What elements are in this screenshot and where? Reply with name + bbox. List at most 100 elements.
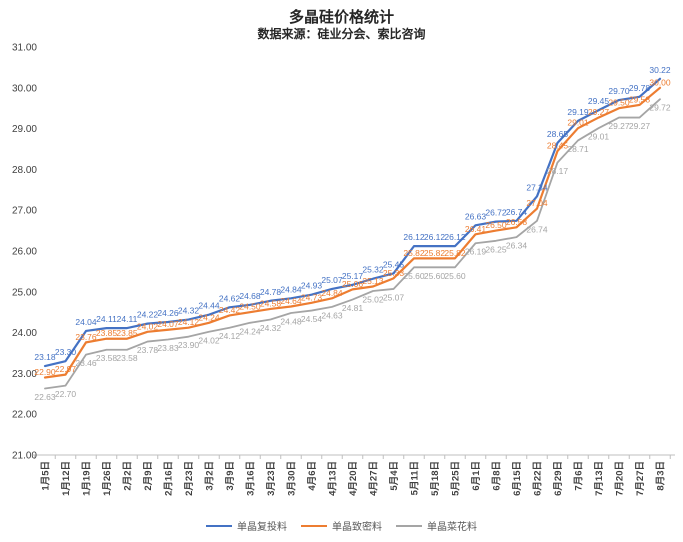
x-axis-tick-label: 1月5日 <box>41 461 52 491</box>
data-label: 29.27 <box>588 107 610 117</box>
y-axis-tick-label: 22.00 <box>12 410 37 421</box>
data-label: 27.34 <box>526 182 548 192</box>
data-label: 24.63 <box>321 310 343 320</box>
data-label: 29.27 <box>608 121 630 131</box>
data-label: 25.06 <box>342 279 364 289</box>
x-axis-tick-label: 5月4日 <box>389 461 400 491</box>
chart-subtitle: 数据来源：硅业分会、索比咨询 <box>257 27 426 41</box>
price-line-plot: 21.00 22.00 23.00 24.00 25.00 26.00 27.00 28.00… <box>12 43 675 496</box>
x-axis-tick-label: 2月2日 <box>123 461 134 491</box>
x-axis-tick-label: 5月11日 <box>410 461 421 495</box>
data-label: 26.25 <box>485 244 507 254</box>
x-axis-tick-label: 2月23日 <box>184 461 195 496</box>
data-label: 24.84 <box>321 288 343 298</box>
data-label: 24.48 <box>280 317 302 327</box>
data-label: 29.72 <box>649 103 671 113</box>
chart-title: 多晶硅价格统计 <box>288 9 394 26</box>
data-label: 25.32 <box>362 265 384 275</box>
data-label: 24.07 <box>157 319 179 329</box>
data-label: 23.85 <box>96 328 118 338</box>
data-label: 24.24 <box>239 326 261 336</box>
data-label: 26.12 <box>403 232 425 242</box>
data-label: 25.02 <box>362 294 384 304</box>
data-label: 23.90 <box>178 340 200 350</box>
y-axis-tick-label: 29.00 <box>12 124 37 135</box>
data-label: 24.64 <box>280 296 302 306</box>
series-line-2 <box>44 98 661 390</box>
data-label: 24.73 <box>301 292 323 302</box>
data-label: 26.63 <box>465 211 487 221</box>
data-label: 25.60 <box>444 271 466 281</box>
data-label: 23.83 <box>157 343 179 353</box>
data-label: 24.78 <box>260 287 282 297</box>
x-axis-tick-label: 8月3日 <box>656 461 667 491</box>
data-label: 29.50 <box>608 98 630 108</box>
data-label: 24.04 <box>75 317 97 327</box>
data-label: 23.18 <box>34 352 56 362</box>
y-axis-tick-label: 30.00 <box>12 83 37 94</box>
data-label: 24.44 <box>198 301 220 311</box>
data-label: 26.74 <box>526 224 548 234</box>
data-label: 23.46 <box>75 358 97 368</box>
data-label: 23.58 <box>96 353 118 363</box>
x-axis-tick-label: 5月25日 <box>451 461 462 496</box>
x-axis-tick-label: 3月23日 <box>266 461 277 496</box>
x-axis-tick-label: 7月27日 <box>635 461 646 496</box>
y-axis-tick-label: 27.00 <box>12 206 37 217</box>
data-label: 23.76 <box>75 332 97 342</box>
x-axis-tick-label: 2月16日 <box>164 461 175 496</box>
y-axis-tick-label: 21.00 <box>12 451 37 462</box>
y-axis-tick-label: 23.00 <box>12 369 37 380</box>
data-label: 24.54 <box>301 314 323 324</box>
data-label: 28.17 <box>547 166 569 176</box>
legend-swatch-icon <box>396 524 422 527</box>
data-label: 24.11 <box>96 314 117 324</box>
data-label: 24.26 <box>157 308 179 318</box>
legend-swatch-icon <box>301 524 327 527</box>
data-label: 25.07 <box>321 275 343 285</box>
data-label: 26.12 <box>444 232 466 242</box>
x-axis-tick-label: 7月13日 <box>594 461 605 496</box>
x-axis-tick-label: 5月18日 <box>430 461 441 496</box>
data-label: 26.50 <box>485 220 507 230</box>
legend-item-0: 单晶复投料 <box>206 518 287 533</box>
data-label: 25.07 <box>383 292 405 302</box>
data-label: 24.24 <box>198 312 220 322</box>
data-label: 22.90 <box>34 367 56 377</box>
data-label: 26.72 <box>485 208 507 218</box>
y-axis-tick-label: 25.00 <box>12 287 37 298</box>
data-label: 24.12 <box>219 331 241 341</box>
data-label: 26.34 <box>506 241 528 251</box>
y-axis-tick-label: 24.00 <box>12 328 37 339</box>
data-label: 24.42 <box>219 305 241 315</box>
data-label: 25.45 <box>383 259 405 269</box>
data-label: 24.22 <box>137 310 159 320</box>
x-axis-tick-label: 6月15日 <box>512 461 523 496</box>
chart-legend: 单晶复投料 单晶致密料 单晶菜花料 <box>0 518 683 533</box>
data-label: 28.65 <box>547 129 569 139</box>
data-label: 24.93 <box>301 281 323 291</box>
legend-label: 单晶菜花料 <box>427 522 477 533</box>
legend-label: 单晶复投料 <box>237 522 287 533</box>
data-label: 29.27 <box>629 121 651 131</box>
data-label: 23.78 <box>137 345 159 355</box>
legend-item-2: 单晶菜花料 <box>396 518 477 533</box>
legend-item-1: 单晶致密料 <box>301 518 382 533</box>
data-label: 27.04 <box>526 198 548 208</box>
x-axis-tick-label: 4月20日 <box>348 461 359 496</box>
y-axis-tick-label: 28.00 <box>12 165 37 176</box>
data-label: 24.84 <box>280 284 302 294</box>
data-label: 25.60 <box>424 271 446 281</box>
data-label: 22.97 <box>55 364 77 374</box>
x-axis-tick-label: 1月19日 <box>82 461 93 496</box>
x-axis-tick-label: 3月16日 <box>246 461 257 496</box>
data-label: 24.50 <box>239 302 261 312</box>
data-label: 30.22 <box>649 65 671 75</box>
data-label: 29.01 <box>567 118 589 128</box>
data-label: 24.62 <box>219 293 241 303</box>
x-axis-tick-label: 1月12日 <box>61 461 72 496</box>
data-label: 26.58 <box>506 217 528 227</box>
